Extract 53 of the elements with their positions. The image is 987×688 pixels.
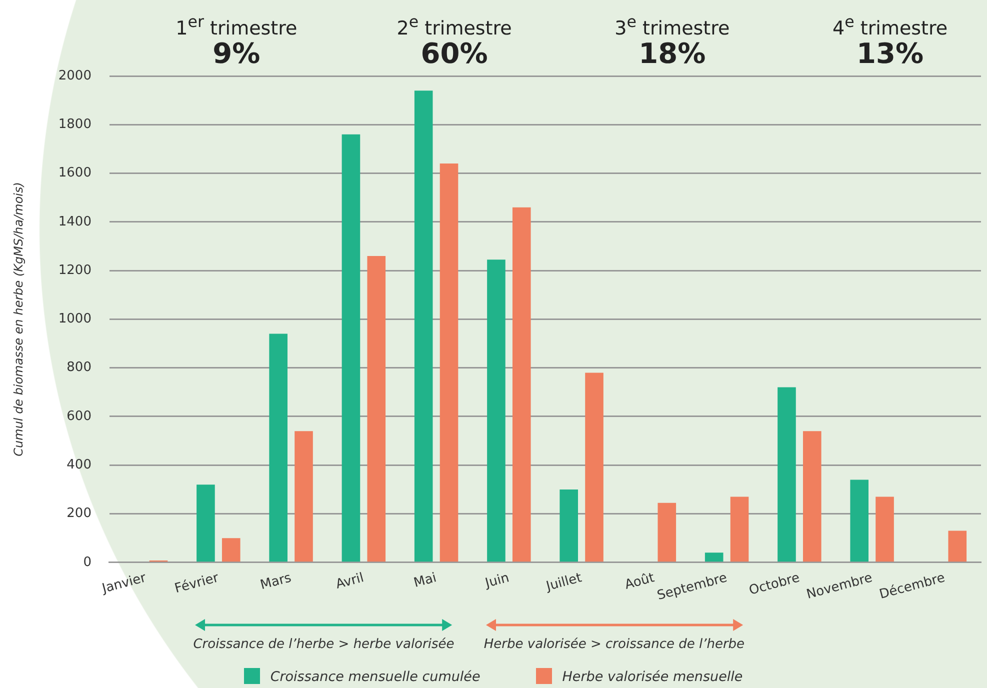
bar [585,372,604,562]
text: Herbe valorisée > croissance de l’herbe [484,637,745,652]
bar [269,334,288,562]
legend-label: Herbe valorisée mensuelle [561,668,743,685]
x-tick-label: Juin [482,570,511,592]
y-tick-label: 800 [66,360,92,376]
bar [704,552,724,562]
y-tick-label: 200 [66,506,92,522]
y-tick-label: 1200 [58,262,92,278]
x-tick-label: Février [173,570,221,597]
bar [440,164,458,562]
bar [658,502,676,562]
y-tick-label: 1400 [58,214,92,230]
bar [948,530,967,562]
x-tick-label: Juillet [544,570,584,595]
y-tick-label: 2000 [58,68,92,84]
y-tick-label: 600 [66,408,92,424]
x-tick-label: Mai [412,570,438,591]
bar [850,480,868,562]
x-tick-label: Janvier [100,570,148,597]
y-tick-label: 1800 [58,117,92,132]
x-tick-label: Octobre [747,570,802,598]
bar [730,496,749,562]
bar [876,496,894,562]
text: 3$^{e}$ trimestre [614,12,731,40]
bar [512,207,531,562]
text: Croissance de l’herbe > herbe valorisée [193,637,454,652]
bar [367,256,386,562]
bar [222,538,240,562]
text: 1$^{er}$ trimestre [174,12,298,40]
text: 13% [856,37,925,70]
x-tick-label: Avril [334,570,366,592]
y-axis-title: Cumul de biomasse en herbe (KgMS/ha/mois) [11,182,26,456]
legend-label: Croissance mensuelle cumulée [269,668,480,685]
y-tick-label: 0 [83,554,92,570]
text: 4$^{e}$ trimestre [832,12,949,40]
text: 18% [638,37,707,70]
y-tick-label: 1000 [58,312,92,327]
bar [802,431,822,562]
bar [342,134,360,562]
x-tick-label: Mars [258,570,294,594]
text: 9% [212,37,262,70]
text: 2$^{e}$ trimestre [396,12,513,40]
y-tick-label: 1600 [58,166,92,181]
bar [487,260,506,562]
bar [294,431,313,562]
x-tick-label: Août [623,570,656,593]
text: 60% [420,37,489,70]
bar [414,90,433,562]
bar [778,387,796,562]
y-tick-label: 400 [66,458,92,472]
bar [196,484,215,562]
bar [560,489,578,562]
